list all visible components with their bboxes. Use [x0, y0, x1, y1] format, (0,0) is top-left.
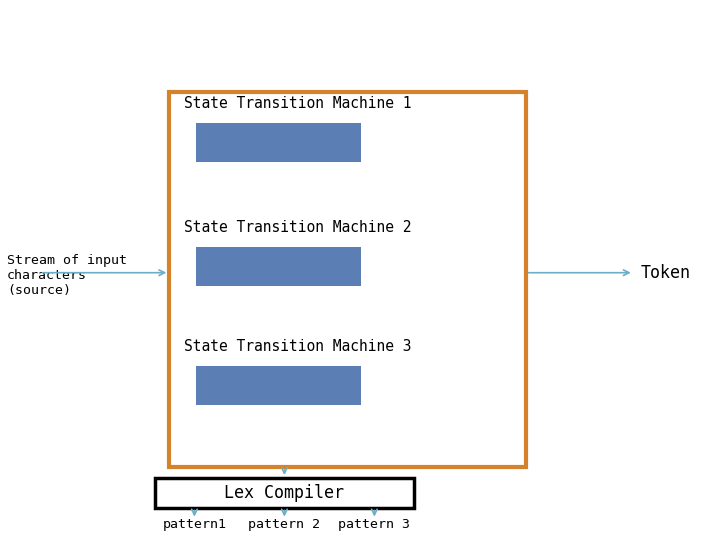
Bar [169, 92, 526, 467]
Bar [155, 478, 414, 508]
Text: pattern1: pattern1 [163, 518, 226, 531]
Bar [196, 247, 361, 286]
Text: pattern 3: pattern 3 [338, 518, 410, 531]
Text: Lex Compiler: Lex Compiler [225, 484, 344, 502]
Text: State Transition Machine 1: State Transition Machine 1 [184, 96, 411, 111]
Text: Stream of input
characters
(source): Stream of input characters (source) [7, 254, 127, 297]
Text: pattern 2: pattern 2 [248, 518, 320, 531]
Text: Token: Token [641, 264, 690, 282]
Bar [196, 366, 361, 405]
Text: State Transition Machine 3: State Transition Machine 3 [184, 339, 411, 354]
Text: State Transition Machine 2: State Transition Machine 2 [184, 220, 411, 235]
Bar [196, 123, 361, 162]
